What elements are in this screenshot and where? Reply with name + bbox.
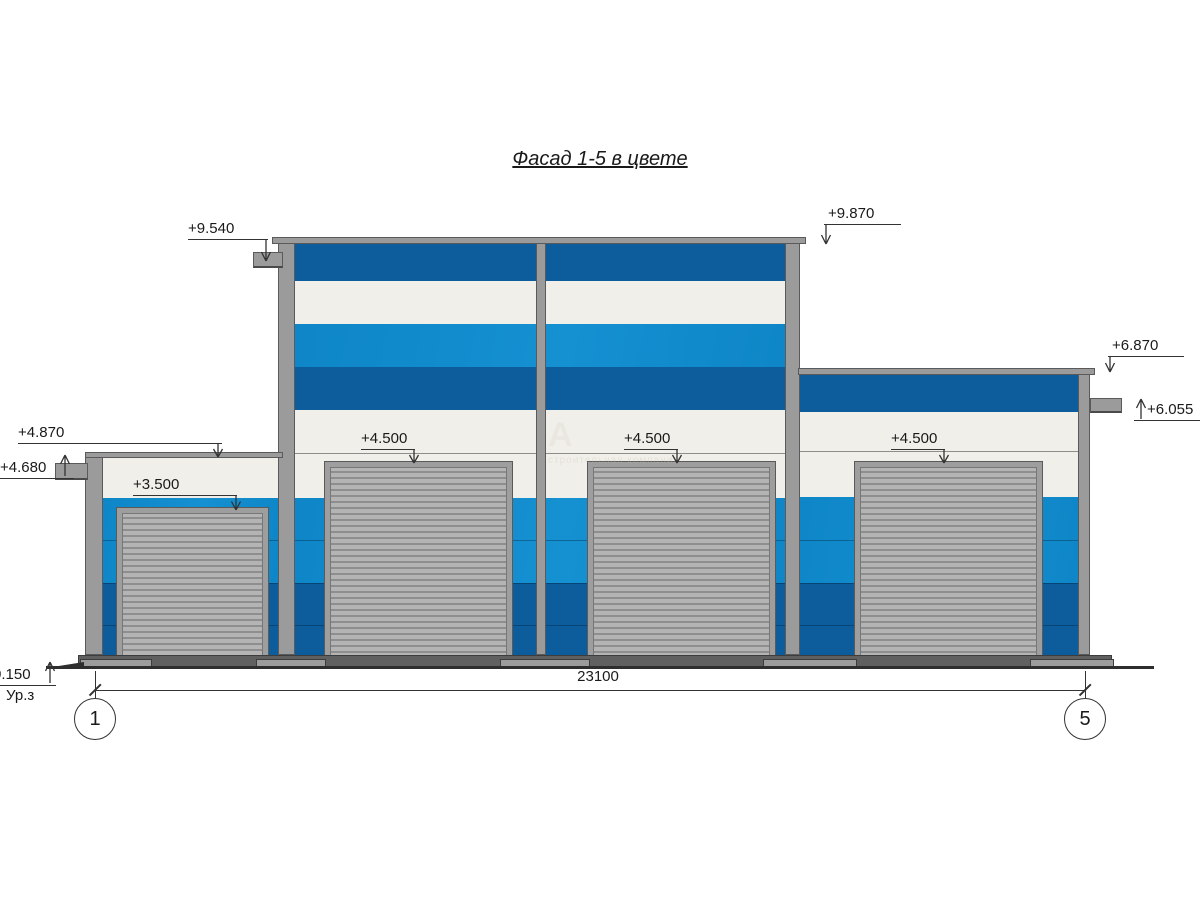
ground-line-wedge — [46, 662, 84, 668]
watermark-text: строительная компания — [548, 455, 680, 466]
pipe-outlet — [55, 463, 88, 480]
elevation-value: +6.870 — [1112, 337, 1159, 354]
axis-extension-line — [1085, 671, 1086, 699]
arrow-down-icon — [230, 495, 242, 511]
parapet-coping — [85, 452, 283, 458]
column — [278, 243, 295, 655]
elevation-mark-6870: +6.870 — [1104, 337, 1184, 373]
elevation-mark-4680: +4.680 — [0, 454, 74, 479]
elevation-value: +6.055 — [1147, 401, 1194, 418]
elevation-mark-3500: +3.500 — [133, 476, 242, 511]
drawing-title: Фасад 1-5 в цвете — [512, 148, 688, 170]
arrow-down-icon — [212, 443, 224, 458]
arrow-down-icon — [938, 449, 950, 464]
elevation-value: +4.680 — [0, 459, 47, 476]
elevation-mark-0150: -0.150 — [0, 661, 56, 686]
elevation-value: -0.150 — [0, 666, 31, 683]
roller-door — [855, 462, 1042, 665]
roller-door — [588, 462, 775, 665]
elevation-mark-6055: +6.055 — [1134, 398, 1200, 421]
elevation-mark-9540: +9.540 — [188, 220, 272, 262]
arrow-down-icon — [408, 449, 420, 464]
roller-door — [117, 508, 268, 665]
axis-bubble-5: 5 — [1064, 698, 1106, 740]
stripe-white — [103, 456, 278, 498]
ground-level-label: Ур.з — [6, 687, 35, 704]
elevation-value: +4.500 — [891, 430, 938, 447]
parapet-coping — [798, 368, 1095, 375]
arrow-up-icon — [1135, 398, 1147, 419]
elevation-value: +4.500 — [361, 430, 408, 447]
arrow-up-icon — [44, 661, 56, 683]
parapet-coping — [272, 237, 806, 244]
elevation-value: +4.500 — [624, 430, 671, 447]
elevation-mark-4500-door2: +4.500 — [361, 430, 420, 464]
pipe-outlet — [1090, 398, 1122, 413]
column — [85, 452, 103, 655]
arrow-down-icon — [260, 239, 272, 262]
elevation-mark-4870: +4.870 — [18, 424, 224, 458]
mullion — [536, 243, 546, 655]
elevation-mark-9870: +9.870 — [820, 205, 901, 245]
watermark: А строительная компания — [548, 416, 788, 466]
ground-line — [46, 666, 1154, 669]
arrow-down-icon — [820, 224, 832, 245]
arrow-down-icon — [671, 449, 683, 464]
column — [1078, 368, 1090, 655]
arrow-up-icon — [59, 454, 71, 476]
axis-bubble-1: 1 — [74, 698, 116, 740]
stripe-dark-blue — [800, 374, 1078, 412]
arrow-down-icon — [1104, 356, 1116, 373]
watermark-logo: А — [548, 416, 573, 454]
axis-number: 5 — [1079, 707, 1091, 730]
dimension-line — [95, 690, 1085, 691]
dimension-label: 23100 — [577, 668, 619, 685]
axis-number: 1 — [89, 707, 101, 730]
axis-extension-line — [95, 671, 96, 699]
elevation-value: +9.540 — [188, 220, 235, 237]
wall-seam-line — [800, 451, 1078, 452]
elevation-mark-4500-door4: +4.500 — [891, 430, 950, 464]
elevation-mark-4500-door3: +4.500 — [624, 430, 683, 464]
roller-door — [325, 462, 512, 665]
elevation-value: +4.870 — [18, 424, 65, 441]
elevation-value: +9.870 — [828, 205, 875, 222]
elevation-value: +3.500 — [133, 476, 180, 493]
pipe-outlet — [253, 252, 283, 268]
